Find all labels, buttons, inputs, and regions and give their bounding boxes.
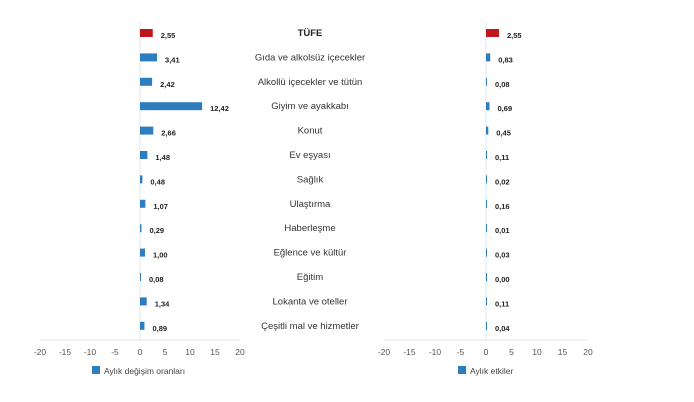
bar-3 xyxy=(140,102,203,111)
bar-9 xyxy=(140,248,145,257)
bar-5 xyxy=(486,151,487,159)
x-tick-label: 15 xyxy=(210,347,220,357)
data-label: 12,42 xyxy=(210,104,229,113)
x-tick-label: 5 xyxy=(163,347,168,357)
x-tick-label: -5 xyxy=(457,347,465,357)
data-label: 0,02 xyxy=(495,177,510,186)
data-label: 3,41 xyxy=(165,55,180,64)
category-label: TÜFE xyxy=(298,28,323,39)
category-label: Ev eşyası xyxy=(289,150,330,161)
data-label: 1,34 xyxy=(155,299,170,308)
bar-11 xyxy=(486,297,487,306)
data-label: 0,03 xyxy=(495,251,510,260)
data-label: 0,08 xyxy=(149,275,164,284)
legend-label: Aylık değişim oranları xyxy=(104,366,185,376)
bar-12 xyxy=(486,321,487,330)
x-tick-label: 0 xyxy=(484,347,489,357)
data-label: 0,11 xyxy=(495,299,509,308)
data-label: 0,11 xyxy=(495,153,509,162)
bar-8 xyxy=(486,224,487,233)
bar-4 xyxy=(140,126,154,135)
x-tick-label: 20 xyxy=(235,347,245,357)
bar-6 xyxy=(486,175,487,184)
bar-5 xyxy=(140,151,148,159)
data-label: 0,89 xyxy=(152,324,167,333)
legend-label: Aylık etkiler xyxy=(470,366,513,376)
bar-0 xyxy=(486,29,500,37)
x-tick-label: -15 xyxy=(403,347,416,357)
bar-12 xyxy=(140,321,145,330)
bar-9 xyxy=(486,248,487,257)
data-label: 0,83 xyxy=(498,55,513,64)
category-label: Sağlık xyxy=(297,174,324,185)
category-label: Giyim ve ayakkabı xyxy=(271,101,349,112)
data-label: 0,16 xyxy=(495,202,510,211)
x-tick-label: -10 xyxy=(84,347,97,357)
x-tick-label: -20 xyxy=(378,347,391,357)
category-label: Haberleşme xyxy=(284,223,335,234)
bar-0 xyxy=(140,29,153,37)
legend-swatch xyxy=(458,366,466,374)
data-label: 0,08 xyxy=(495,80,510,89)
bar-10 xyxy=(486,273,487,281)
bar-3 xyxy=(486,102,490,111)
bar-2 xyxy=(140,77,153,86)
bar-8 xyxy=(140,224,142,233)
data-label: 1,48 xyxy=(155,153,170,162)
category-label: Çeşitli mal ve hizmetler xyxy=(261,321,359,332)
category-label: Eğitim xyxy=(297,272,323,283)
bar-11 xyxy=(140,297,147,306)
data-label: 2,55 xyxy=(507,31,522,40)
bar-6 xyxy=(140,175,143,184)
data-label: 0,69 xyxy=(498,104,513,113)
category-label: Alkollü içecekler ve tütün xyxy=(258,77,363,88)
x-tick-label: 10 xyxy=(185,347,195,357)
x-tick-label: 10 xyxy=(532,347,542,357)
category-label: Konut xyxy=(298,126,323,137)
data-label: 0,45 xyxy=(496,129,511,138)
x-tick-label: -20 xyxy=(34,347,47,357)
x-tick-label: -10 xyxy=(429,347,442,357)
data-label: 1,07 xyxy=(153,202,168,211)
data-label: 0,00 xyxy=(495,275,510,284)
bar-1 xyxy=(486,53,491,62)
data-label: 0,48 xyxy=(150,177,165,186)
x-tick-label: 0 xyxy=(138,347,143,357)
data-label: 0,29 xyxy=(149,226,164,235)
bar-1 xyxy=(140,53,158,62)
bar-10 xyxy=(140,273,141,281)
data-label: 2,42 xyxy=(160,80,175,89)
x-tick-label: 5 xyxy=(509,347,514,357)
category-label: Eğlence ve kültür xyxy=(274,248,347,259)
data-label: 1,00 xyxy=(153,251,168,260)
x-tick-label: -15 xyxy=(59,347,72,357)
category-label: Lokanta ve oteller xyxy=(273,296,348,307)
bar-7 xyxy=(140,199,146,208)
x-tick-label: 20 xyxy=(583,347,593,357)
bar-4 xyxy=(486,126,489,135)
x-tick-label: 15 xyxy=(558,347,568,357)
bar-7 xyxy=(486,199,487,208)
data-label: 0,04 xyxy=(495,324,510,333)
data-label: 2,66 xyxy=(161,129,176,138)
category-label: Gıda ve alkolsüz içecekler xyxy=(255,52,365,63)
bar-2 xyxy=(486,77,487,86)
data-label: 0,01 xyxy=(495,226,510,235)
x-tick-label: -5 xyxy=(111,347,119,357)
data-label: 2,55 xyxy=(161,31,176,40)
category-label: Ulaştırma xyxy=(290,199,331,210)
legend-swatch xyxy=(92,366,100,374)
